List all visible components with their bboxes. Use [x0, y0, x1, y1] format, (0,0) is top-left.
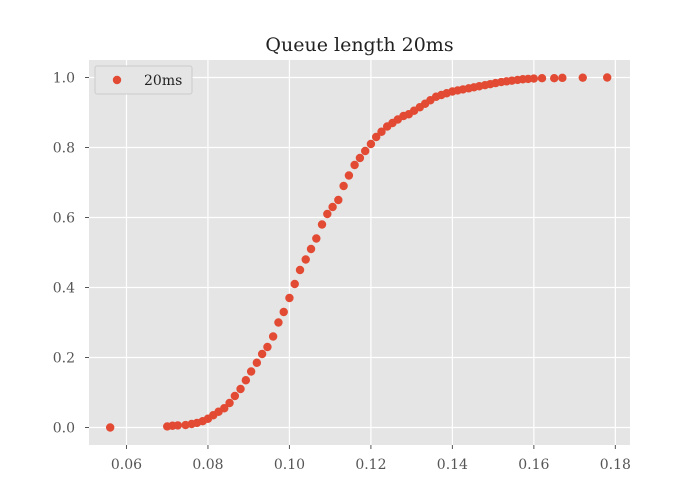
data-point	[290, 279, 299, 289]
data-point	[323, 209, 332, 219]
data-point	[334, 195, 343, 205]
legend-label: 20ms	[144, 73, 182, 89]
data-point	[173, 421, 183, 430]
y-tick-label: 0.2	[53, 351, 75, 367]
data-point	[355, 153, 365, 163]
y-tick-label: 0.4	[53, 281, 75, 297]
x-tick-label: 0.14	[437, 457, 468, 473]
data-point	[344, 171, 354, 180]
data-point	[285, 293, 294, 303]
legend: 20ms	[94, 65, 193, 95]
legend-marker	[112, 75, 122, 85]
x-tick-label: 0.18	[600, 457, 631, 473]
data-point	[301, 255, 310, 264]
legend-box	[94, 65, 193, 95]
data-point	[236, 384, 245, 394]
x-tick-label: 0.10	[274, 457, 305, 473]
data-point	[274, 318, 283, 327]
data-point	[306, 244, 316, 254]
x-tick-label: 0.16	[518, 457, 549, 473]
data-point	[246, 367, 256, 376]
data-point	[312, 234, 321, 243]
data-point	[279, 307, 288, 317]
data-point	[339, 181, 348, 191]
data-points	[105, 73, 612, 432]
data-point	[230, 391, 240, 401]
plot-area	[89, 60, 630, 445]
data-point	[252, 358, 262, 367]
data-point	[578, 73, 587, 82]
data-point	[105, 423, 115, 432]
data-point	[529, 74, 539, 83]
x-tick-label: 0.08	[192, 457, 223, 473]
chart-title: Queue length 20ms	[265, 34, 453, 56]
data-point	[220, 404, 229, 413]
y-tick-label: 0.6	[53, 211, 75, 227]
y-tick-label: 0.8	[53, 141, 75, 157]
data-point	[263, 342, 272, 352]
data-point	[361, 146, 370, 156]
x-tick-label: 0.06	[111, 457, 142, 473]
data-point	[295, 265, 305, 275]
data-point	[537, 74, 547, 83]
y-tick-label: 1.0	[53, 71, 75, 87]
data-point	[602, 73, 612, 82]
data-point	[268, 332, 278, 341]
data-point	[257, 349, 267, 359]
y-tick-label: 0.0	[53, 421, 75, 437]
data-point	[377, 127, 386, 136]
y-axis-ticks: 0.0 0.2 0.4 0.6 0.8 1.0	[53, 71, 89, 437]
data-point	[317, 220, 327, 229]
data-point	[225, 398, 234, 408]
data-point	[241, 376, 251, 385]
data-point	[550, 74, 559, 83]
x-axis-ticks: 0.06 0.08 0.10 0.12 0.14 0.16 0.18	[111, 445, 631, 473]
data-point	[328, 202, 337, 212]
data-point	[366, 139, 376, 149]
data-point	[372, 132, 381, 142]
data-point	[558, 73, 567, 83]
data-point	[350, 160, 359, 170]
x-tick-label: 0.12	[355, 457, 386, 473]
